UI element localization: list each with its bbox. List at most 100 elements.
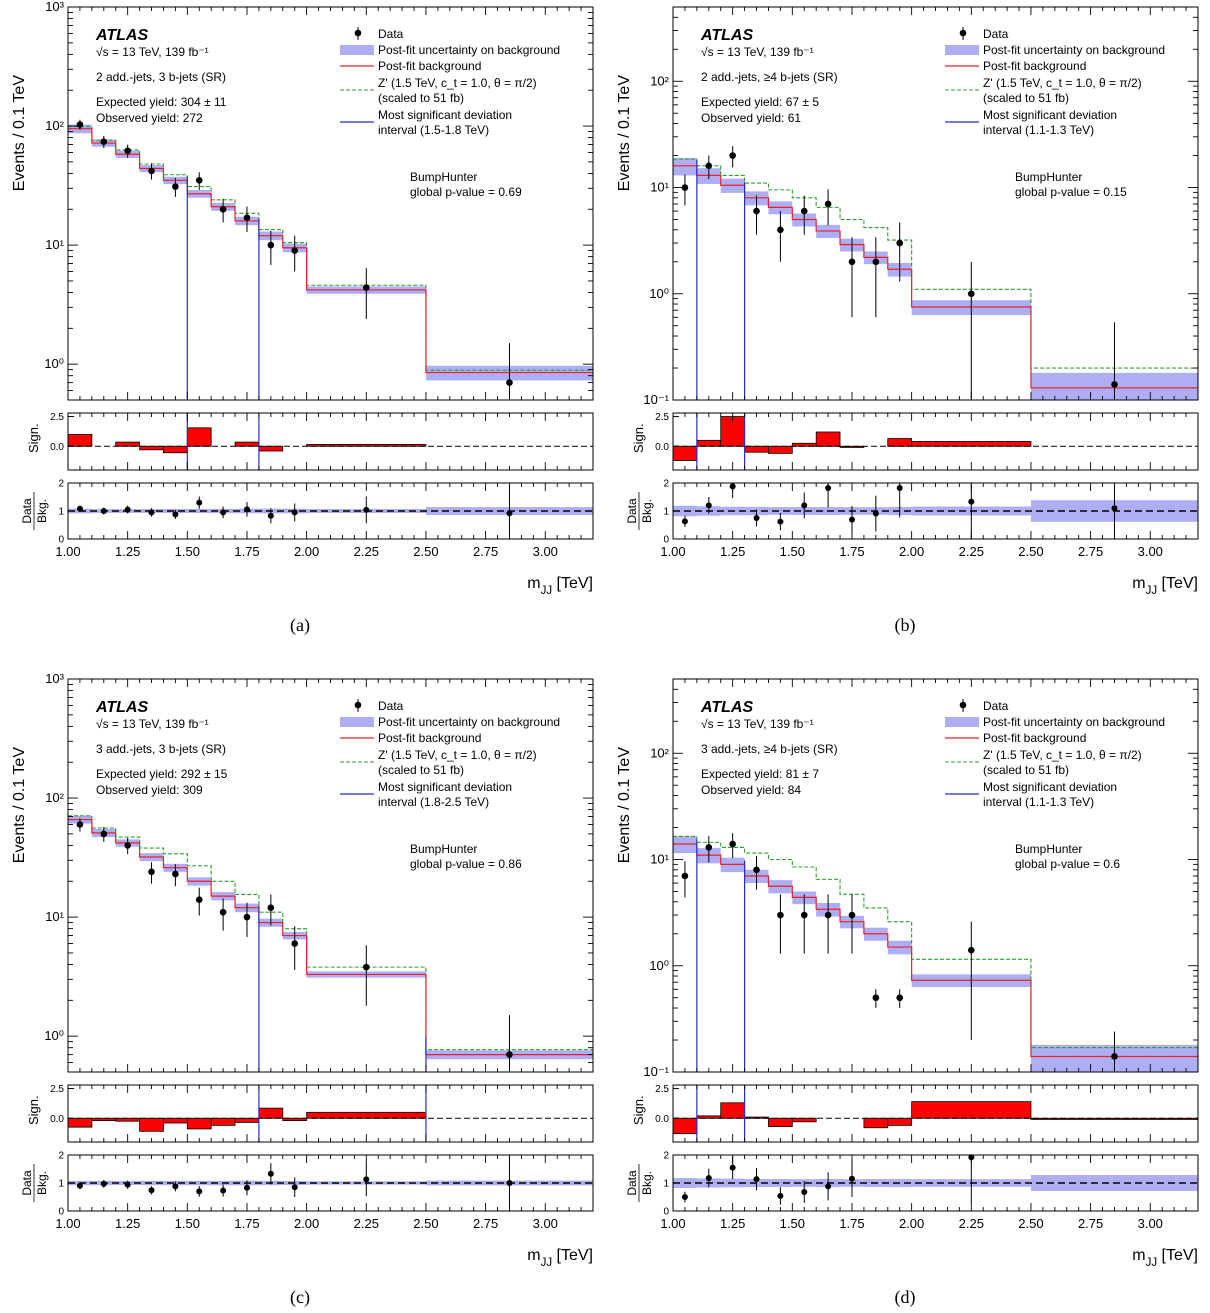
ratio-tick-label: 2: [58, 1151, 64, 1162]
x-tick-label: 3.00: [1138, 544, 1163, 559]
ratio-point: [196, 499, 203, 506]
legend-deviation-label: Most significant deviation: [378, 780, 512, 794]
x-tick-label: 2.50: [1018, 544, 1043, 559]
x-tick-label: 1.00: [55, 544, 80, 559]
observed-yield: Observed yield: 272: [96, 111, 203, 125]
global-pvalue: global p-value = 0.69: [410, 185, 522, 199]
main-frame: [67, 6, 594, 401]
legend-signal-label-2: (scaled to 51 fb): [378, 91, 464, 105]
background-line: [673, 165, 1198, 389]
data-point: [100, 138, 108, 145]
signal-line: [673, 158, 1198, 369]
ratio-axis-label-top: Data: [20, 1170, 34, 1196]
y-tick-label: 10⁰: [44, 1028, 64, 1043]
expected-yield: Expected yield: 292 ± 15: [96, 767, 228, 781]
x-tick-label: 1.25: [115, 544, 140, 559]
x-tick-label: 2.50: [413, 544, 438, 559]
data-point: [777, 226, 784, 234]
legend-background-label: Post-fit background: [378, 59, 481, 73]
background-line: [68, 818, 593, 1056]
x-tick-label: 1.00: [660, 1216, 685, 1231]
background-line: [68, 128, 593, 374]
x-tick-label: 1.75: [234, 1216, 259, 1231]
x-axis-label: mJJ [TeV]: [1132, 1247, 1198, 1269]
legend-uncertainty-swatch: [340, 717, 374, 727]
data-point: [291, 940, 299, 947]
x-tick-label: 1.25: [720, 544, 745, 559]
legend-uncertainty-label: Post-fit uncertainty on background: [378, 715, 560, 729]
ratio-axis-label-top: Data: [625, 1170, 639, 1196]
x-tick-label: 2.75: [1078, 1216, 1103, 1231]
data-point: [705, 844, 713, 851]
legend-signal-label-2: (scaled to 51 fb): [378, 763, 464, 777]
data-point: [848, 911, 856, 919]
significance-panel: 2.5 0.0 Sign.: [631, 412, 1199, 471]
legend-signal-label-2: (scaled to 51 fb): [983, 91, 1069, 105]
data-point: [291, 247, 299, 254]
ratio-point: [196, 1188, 203, 1195]
y-tick-label: 10¹: [45, 909, 64, 924]
bumphunter-label: BumpHunter: [1015, 842, 1082, 856]
energy-label: √s = 13 TeV, 139 fb⁻¹: [701, 45, 814, 59]
significance-panel: 2.5 0.0 Sign.: [26, 1084, 594, 1143]
region-label: 2 add.-jets, 3 b-jets (SR): [96, 70, 226, 84]
data-point: [219, 205, 227, 213]
significance-bar: [258, 1107, 284, 1119]
atlas-label: ATLAS: [95, 699, 148, 716]
legend-data-label: Data: [378, 699, 404, 713]
x-tick-label: 1.50: [175, 544, 200, 559]
legend-background-label: Post-fit background: [378, 731, 481, 745]
ratio-point: [506, 510, 513, 517]
significance-panel: 2.5 0.0 Sign.: [631, 1084, 1199, 1143]
significance-bar: [672, 445, 698, 461]
legend-data-marker: [354, 701, 362, 709]
global-pvalue: global p-value = 0.6: [1015, 857, 1120, 871]
data-point: [243, 913, 251, 921]
chart-panel-c: 10⁰ 10¹ 10² 10³ ATLAS√s = 13 TeV, 139 fb⁻¹ 3 …: [11, 671, 594, 1308]
data-point: [195, 896, 203, 904]
data-point: [124, 147, 131, 155]
ratio-point: [848, 1175, 855, 1182]
significance-bar: [768, 445, 793, 454]
signal-line: [68, 815, 593, 1051]
x-tick-label: 2.75: [473, 544, 498, 559]
significance-bar: [115, 441, 140, 447]
atlas-label: ATLAS: [700, 27, 753, 44]
data-point: [681, 872, 689, 880]
data-point: [896, 994, 904, 1002]
significance-bar: [234, 441, 260, 447]
significance-bar: [744, 445, 769, 453]
ratio-point: [100, 508, 107, 514]
significance-axis-label: Sign.: [631, 1095, 646, 1125]
data-point: [896, 239, 904, 247]
y-tick-label: 10²: [45, 790, 64, 805]
data-point: [848, 258, 856, 266]
bumphunter-label: BumpHunter: [410, 170, 477, 184]
significance-bar: [696, 439, 722, 447]
legend-signal-label: Z' (1.5 TeV, c_t = 1.0, θ = π/2): [983, 748, 1142, 762]
legend-deviation-label: Most significant deviation: [983, 780, 1117, 794]
main-frame: [67, 678, 594, 1073]
region-label: 3 add.-jets, ≥4 b-jets (SR): [701, 742, 838, 756]
data-point: [872, 258, 880, 266]
observed-yield: Observed yield: 84: [701, 783, 801, 797]
y-tick-label: 10⁰: [649, 286, 669, 301]
data-point: [172, 870, 179, 878]
ratio-tick-label: 0: [663, 1207, 669, 1218]
ratio-point: [363, 506, 370, 513]
y-tick-label: 10³: [45, 0, 64, 14]
energy-label: √s = 13 TeV, 139 fb⁻¹: [96, 717, 209, 731]
ratio-axis-label-bottom: Bkg.: [640, 499, 654, 523]
significance-bar: [139, 1117, 164, 1132]
y-axis-label: Events / 0.1 TeV: [11, 747, 28, 864]
ratio-point: [291, 1184, 298, 1191]
chart-panel-b: 10⁻¹ 10⁰ 10¹ 10² ATLAS√s = 13 TeV, 139 fb⁻¹ 2…: [616, 6, 1199, 636]
significance-bar: [839, 445, 865, 448]
sig-tick-label: 2.5: [50, 1084, 64, 1095]
x-tick-label: 2.75: [473, 1216, 498, 1231]
ratio-point: [848, 516, 855, 523]
data-point: [243, 214, 251, 221]
x-tick-label: 1.00: [660, 544, 685, 559]
chart-panel-a: 10⁰ 10¹ 10² 10³ ATLAS√s = 13 TeV, 139 fb⁻¹ 2 …: [11, 0, 594, 636]
legend-signal-label: Z' (1.5 TeV, c_t = 1.0, θ = π/2): [378, 748, 537, 762]
